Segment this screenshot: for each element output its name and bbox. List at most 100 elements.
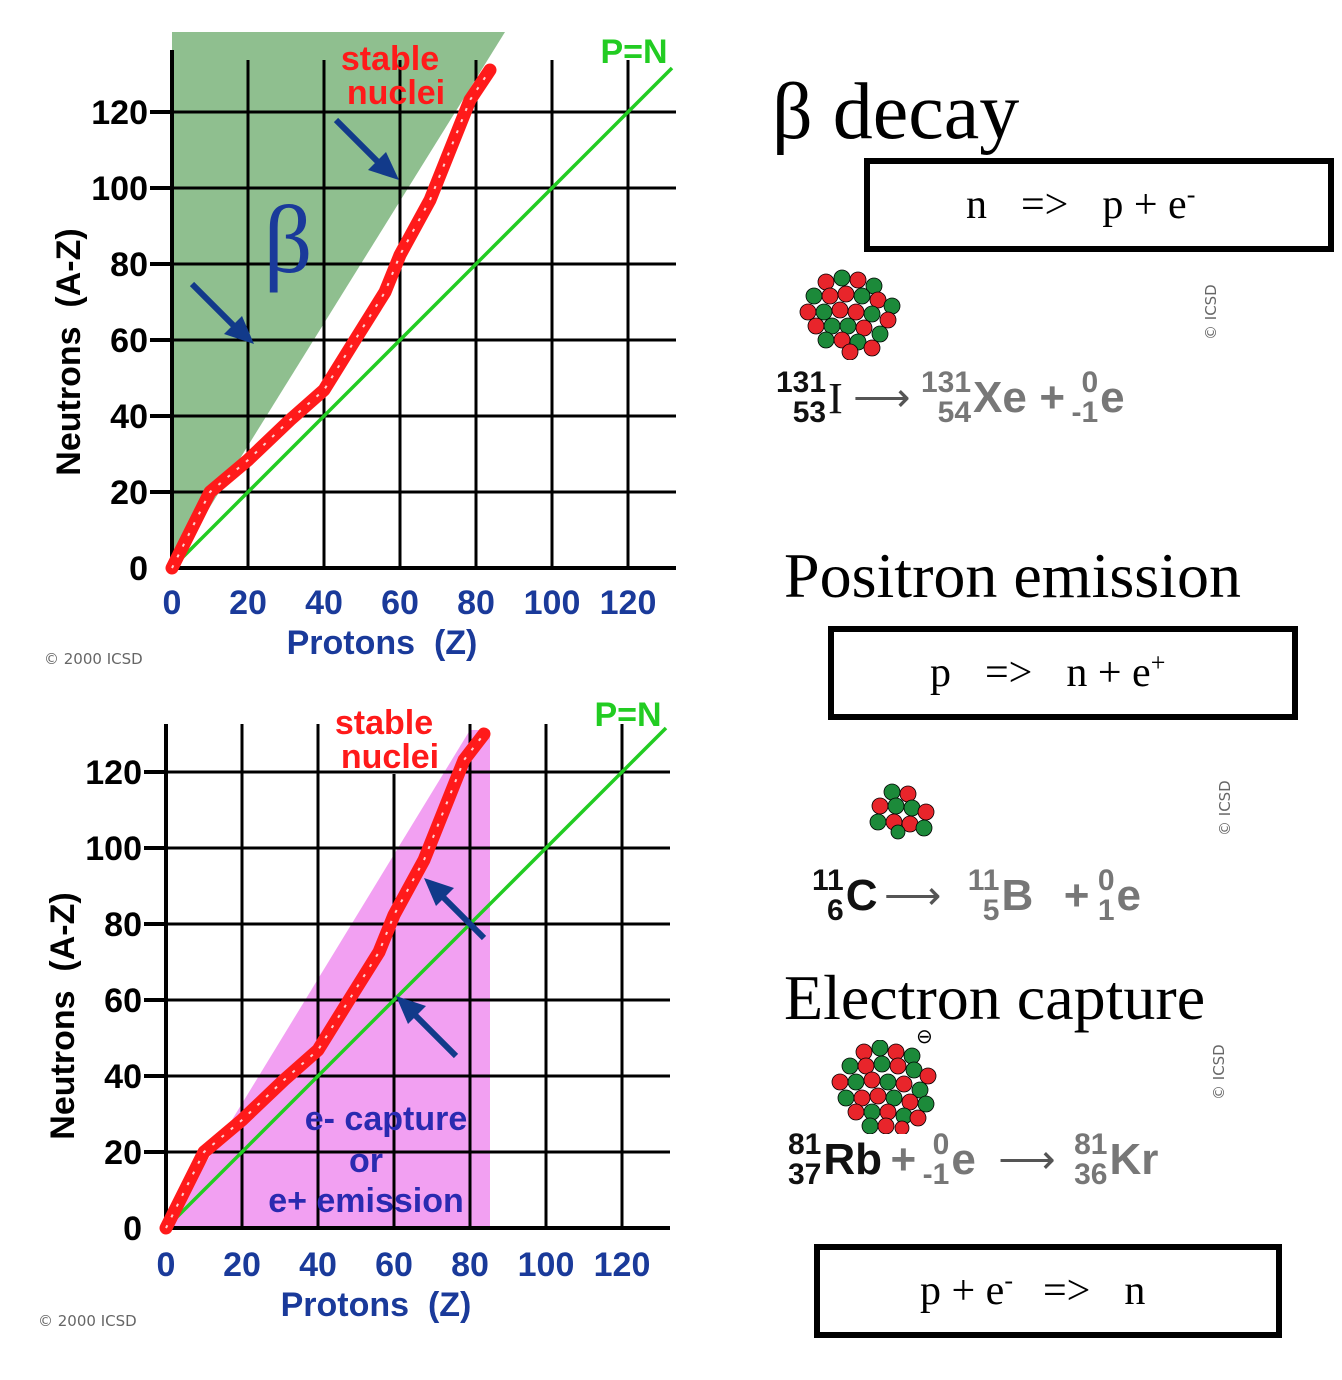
x-tick-labels: 0 20 40 60 80 100 120 [163,584,657,622]
captured-electron-mass: 0 [932,1128,950,1161]
captured-electron-symbol: e [951,1135,976,1184]
boron-symbol: B [1001,871,1034,920]
svg-text:100: 100 [91,170,148,208]
carbon-nucleus-icon [869,783,935,840]
stable-nuclei-band-texture [171,69,491,569]
svg-text:40: 40 [104,1058,142,1096]
rubidium-symbol: Rb [823,1135,883,1184]
beta-box-left: n [966,182,987,228]
iodine-symbol: I [828,373,843,423]
reaction-arrow-1: ⟶ [853,376,911,420]
svg-text:60: 60 [375,1246,413,1284]
stable-label-line2: nuclei [341,738,439,776]
icsd-watermark-2: © ICSD [1216,780,1234,836]
svg-text:20: 20 [110,474,148,512]
svg-text:100: 100 [85,830,142,868]
positron-mass: 0 [1097,864,1115,897]
svg-text:20: 20 [229,584,267,622]
electron-symbol: e [1100,373,1125,422]
capture-box-arrow: => [1043,1268,1091,1314]
chart-copyright: © 2000 ICSD [38,1312,137,1330]
beta-decay-chart: stable nuclei P=N β 0 20 40 60 80 100 12… [44,32,676,668]
beta-box-arrow: => [1021,182,1069,228]
captured-electron-number: -1 [922,1158,950,1191]
iodine-number: 53 [792,396,827,429]
carbon-mass: 11 [812,864,844,897]
svg-text:80: 80 [451,1246,489,1284]
svg-text:80: 80 [457,584,495,622]
chart-copyright: © 2000 ICSD [44,650,143,668]
svg-text:0: 0 [123,1210,142,1248]
positron-box-left: p [930,650,951,696]
x-tick-labels: 0 20 40 60 80 100 120 [157,1246,651,1284]
positron-number: 1 [1097,894,1115,927]
stable-nuclei-band-texture [165,733,485,1229]
krypton-symbol: Kr [1109,1135,1159,1184]
svg-text:80: 80 [110,246,148,284]
svg-text:100: 100 [518,1246,575,1284]
iodine-mass: 131 [776,366,827,399]
capture-region [166,730,490,1228]
svg-text:120: 120 [91,94,148,132]
region-label-line1: e- capture [305,1100,468,1138]
beta-decay-equation: 131 53 I ⟶ 131 54 Xe + 0 -1 e [776,368,1125,428]
rubidium-nucleus-icon [831,1040,937,1134]
xenon-number: 54 [937,396,972,429]
stable-label-line1: stable [335,704,433,742]
capture-box-sup: - [1004,1266,1013,1295]
beta-decay-title: β decay [772,68,1020,156]
rubidium-number: 37 [788,1158,822,1191]
beta-region-label: β [264,186,313,293]
electron-mass: 0 [1081,366,1099,399]
svg-text:120: 120 [594,1246,651,1284]
iodine-nucleus-icon [799,269,901,360]
beta-region [172,32,505,568]
svg-text:0: 0 [129,550,148,588]
x-axis-label: Protons (Z) [287,624,478,662]
svg-text:100: 100 [524,584,581,622]
y-axis-label: Neutrons (A-Z) [44,892,82,1139]
electron-number: -1 [1071,396,1099,429]
electron-capture-title: Electron capture [784,962,1206,1033]
pn-label: P=N [600,33,667,71]
electron-capture-reaction-box: p + e- => n [814,1244,1282,1338]
region-label-line2: or [349,1142,383,1180]
svg-text:80: 80 [104,906,142,944]
svg-text:120: 120 [600,584,657,622]
boron-number: 5 [982,894,1000,927]
boron-mass: 11 [967,864,1000,897]
pn-label: P=N [594,696,661,734]
krypton-mass: 81 [1074,1128,1108,1161]
stable-label-line2: nuclei [347,74,445,112]
positron-symbol: e [1116,871,1142,920]
svg-text:120: 120 [85,754,142,792]
capture-box-left: p + e [920,1268,1005,1314]
svg-text:60: 60 [104,982,142,1020]
carbon-symbol: C [845,871,878,920]
svg-text:40: 40 [110,398,148,436]
electron-capture-equation: 81 37 Rb + 0 -1 e ⟶ 81 36 Kr [788,1130,1158,1190]
svg-text:40: 40 [305,584,343,622]
svg-text:40: 40 [299,1246,337,1284]
beta-plus: + [1039,373,1066,422]
reaction-arrow-2: ⟶ [883,874,942,918]
svg-text:20: 20 [223,1246,261,1284]
beta-box-right: p + e [1102,182,1187,228]
y-axis-label: Neutrons (A-Z) [50,228,88,475]
positron-box-sup: + [1150,648,1166,677]
arrow-upper [333,117,399,180]
axes [144,724,670,1230]
electron-capture-chart: stable nuclei P=N e- capture or e+ emiss… [38,696,670,1330]
svg-text:60: 60 [110,322,148,360]
positron-box-right: n + e [1066,650,1151,696]
arrow-lower [396,996,459,1059]
arrow-lower [189,281,254,344]
beta-decay-reaction-box: n => p + e- [864,158,1334,252]
carbon-number: 6 [827,894,844,927]
x-axis-label: Protons (Z) [281,1286,472,1324]
svg-text:20: 20 [104,1134,142,1172]
krypton-number: 36 [1074,1158,1108,1191]
pn-line [170,66,674,570]
positron-box-arrow: => [985,650,1033,696]
capture-plus: + [890,1135,917,1184]
